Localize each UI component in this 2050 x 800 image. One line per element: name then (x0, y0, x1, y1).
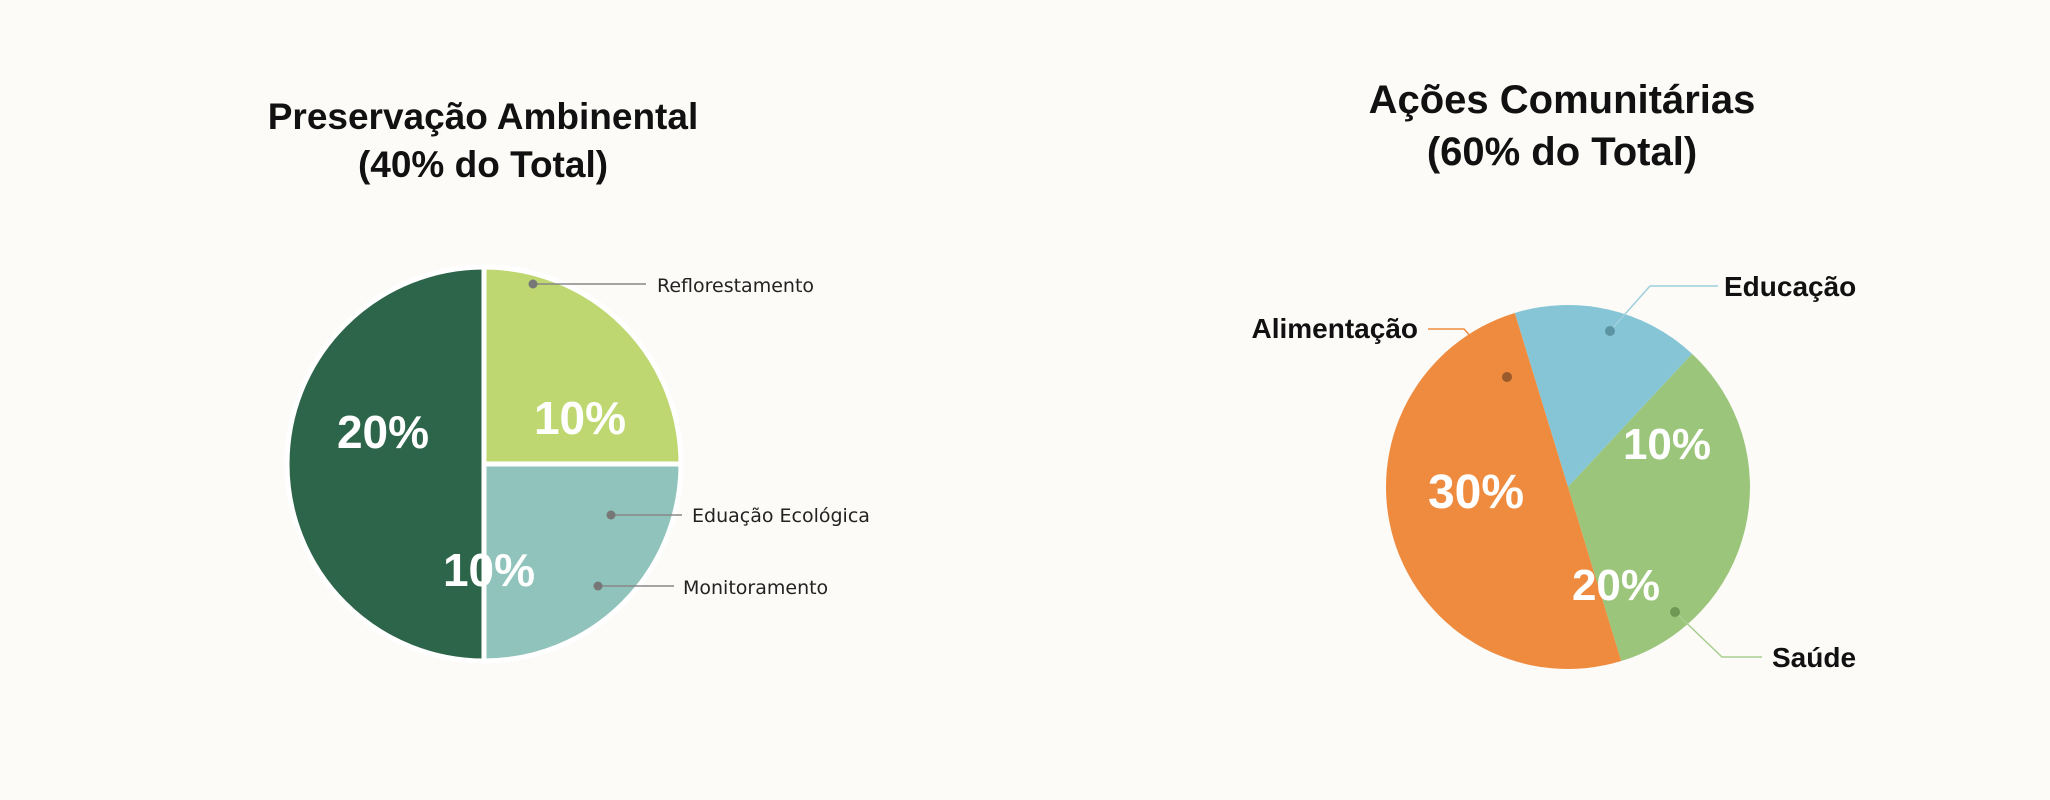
chart-1-title-line1: Preservação Ambinental (268, 96, 699, 137)
pie-1-slice-eduacao-ecologica (481, 461, 684, 664)
pie-1-slice-reflorestamento (481, 264, 684, 467)
chart-2-title-line1: Ações Comunitárias (1369, 78, 1756, 122)
chart-2-slices (1385, 304, 1751, 670)
callout-label-alimentacao: Alimentação (1252, 313, 1419, 344)
chart-1-slice-label-eduacao-ecologica: 10% (443, 544, 535, 596)
chart-2-slice-label-saude: 20% (1572, 561, 1660, 610)
chart-2-callout-saude: Saúde (1670, 607, 1856, 673)
chart-1-callout-reflorestamento: Reflorestamento (528, 275, 814, 297)
callout-label-monitoramento: Monitoramento (683, 577, 828, 599)
callout-label-saude: Saúde (1772, 642, 1856, 673)
chart-1-slice-label-reflorestamento: 10% (534, 392, 626, 444)
chart-2-slice-label-educacao: 10% (1623, 420, 1711, 469)
chart-2-title-line2: (60% do Total) (1427, 130, 1697, 174)
callout-label-reflorestamento: Reflorestamento (657, 275, 814, 297)
pie-2-slice-educacao (1514, 304, 1693, 487)
chart-preservacao: Preservação Ambinental (40% do Total) 10… (268, 96, 870, 664)
chart-acoes-comunitarias: Ações Comunitárias (60% do Total) 10% 20… (1252, 78, 1857, 673)
callout-label-educacao: Educação (1724, 271, 1856, 302)
pie-1-slice-monitoramento (284, 264, 487, 664)
pie-2-slice-alimentacao (1385, 312, 1622, 670)
chart-1-slices (284, 264, 684, 664)
chart-1-title-line2: (40% do Total) (358, 144, 608, 185)
chart-1-slice-label-monitoramento: 20% (337, 406, 429, 458)
pie-2-slice-saude (1568, 353, 1751, 662)
chart-1-callout-monitoramento: Monitoramento (593, 577, 828, 599)
chart-1-callout-eduacao-ecologica: Eduação Ecológica (606, 505, 870, 527)
chart-2-slice-label-alimentacao: 30% (1428, 466, 1524, 519)
chart-2-callout-educacao: Educação (1605, 271, 1856, 336)
callout-label-eduacao-ecologica: Eduação Ecológica (692, 505, 870, 527)
chart-2-callout-alimentacao: Alimentação (1252, 313, 1512, 382)
